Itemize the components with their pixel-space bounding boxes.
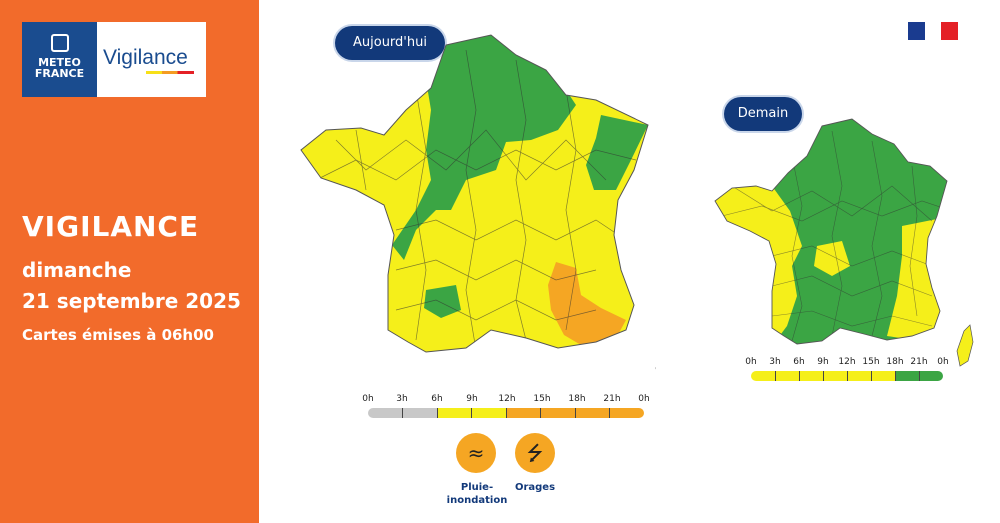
today-hour-label: 21h xyxy=(603,394,621,404)
tomorrow-hour-label: 9h xyxy=(817,357,829,367)
vigilance-wordmark: Vigilance xyxy=(103,46,188,69)
tomorrow-france-map xyxy=(714,118,974,367)
tomorrow-hour-label: 3h xyxy=(769,357,781,367)
today-hour-label: 18h xyxy=(568,394,586,404)
today-hour-label: 9h xyxy=(466,394,478,404)
meteo-france-vigilance-logo: METEO FRANCE Vigilance xyxy=(22,22,206,97)
republique-francaise-flag-icon xyxy=(908,22,958,40)
today-map-label: Aujourd'hui xyxy=(335,26,445,60)
tomorrow-hour-label: 15h xyxy=(862,357,880,367)
today-hour-label: 0h xyxy=(638,394,650,404)
day-label: dimanche xyxy=(22,258,132,282)
tomorrow-hour-label: 0h xyxy=(745,357,757,367)
meteo-france-emblem-icon xyxy=(50,34,69,52)
left-panel: METEO FRANCE Vigilance VIGILANCE dimanch… xyxy=(0,0,259,523)
hazard-label-rain-flood: Pluie-inondation xyxy=(446,482,508,506)
issued-time: Cartes émises à 06h00 xyxy=(22,326,214,344)
hazard-label-storms: Orages xyxy=(514,482,556,493)
tomorrow-hour-label: 6h xyxy=(793,357,805,367)
page-title: VIGILANCE xyxy=(22,210,200,243)
today-hour-label: 6h xyxy=(431,394,443,404)
tomorrow-hour-label: 18h xyxy=(886,357,904,367)
date-label: 21 septembre 2025 xyxy=(22,289,241,313)
tomorrow-hour-label: 12h xyxy=(838,357,856,367)
lightning-icon: ⭍ xyxy=(515,433,555,473)
tomorrow-hour-label: 21h xyxy=(910,357,928,367)
today-hour-label: 12h xyxy=(498,394,516,404)
rain-flood-icon: ≈ xyxy=(456,433,496,473)
today-hour-label: 15h xyxy=(533,394,551,404)
today-france-map xyxy=(300,34,656,370)
vigilance-color-bar xyxy=(146,71,194,74)
today-timeline-bar xyxy=(368,408,644,418)
france-text: FRANCE xyxy=(34,67,85,80)
tomorrow-hour-label: 0h xyxy=(937,357,949,367)
meteo-france-logo: METEO FRANCE xyxy=(22,22,97,97)
tomorrow-map-label: Demain xyxy=(724,97,802,131)
meteo-text: METEO xyxy=(38,56,81,69)
today-hour-label: 3h xyxy=(396,394,408,404)
tomorrow-timeline-bar xyxy=(751,371,943,381)
today-hour-label: 0h xyxy=(362,394,374,404)
